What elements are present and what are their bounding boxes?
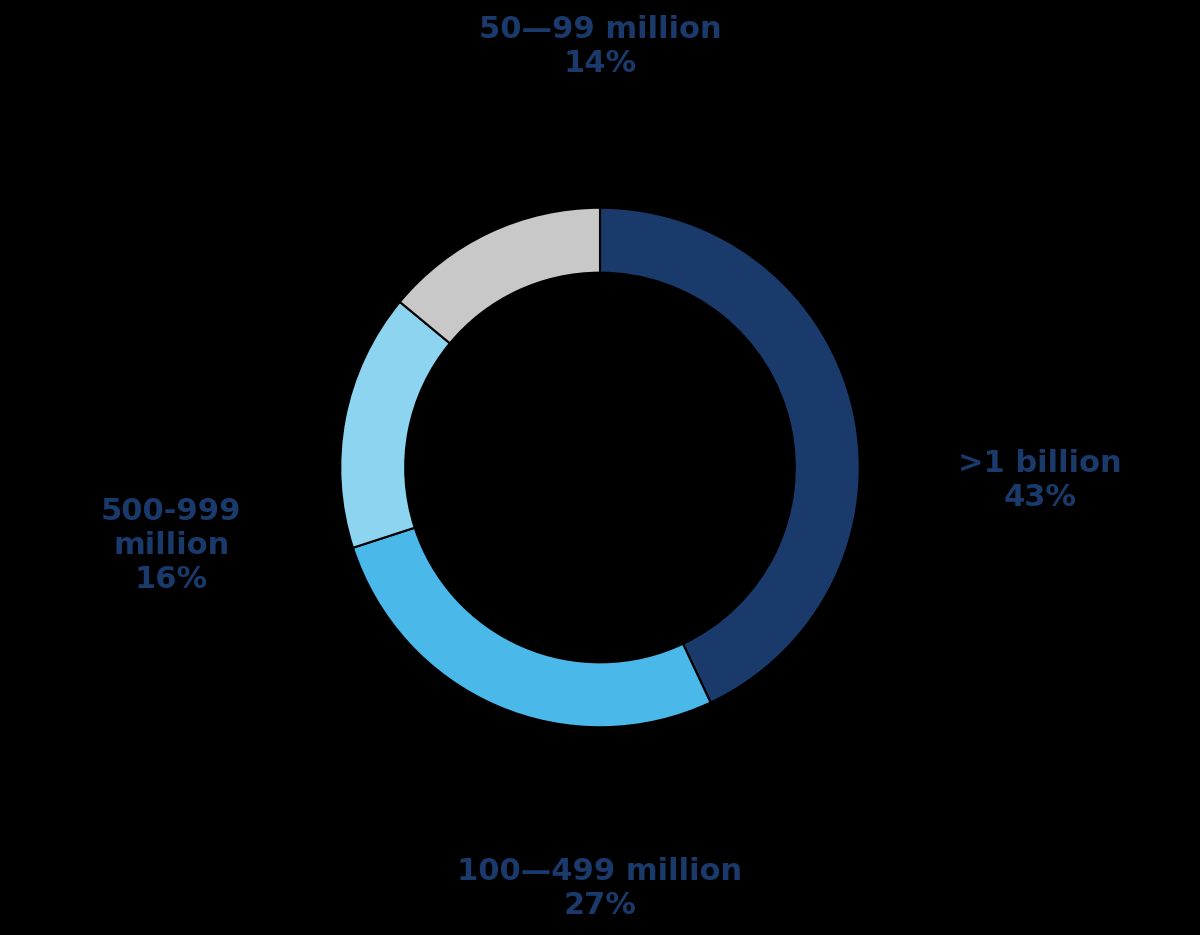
Wedge shape bbox=[400, 208, 600, 343]
Text: 100—499 million
27%: 100—499 million 27% bbox=[457, 857, 743, 920]
Text: >1 billion
43%: >1 billion 43% bbox=[959, 449, 1122, 511]
Text: 500-999
million
16%: 500-999 million 16% bbox=[101, 497, 241, 594]
Wedge shape bbox=[341, 302, 450, 548]
Text: 50—99 million
14%: 50—99 million 14% bbox=[479, 15, 721, 78]
Wedge shape bbox=[353, 527, 710, 727]
Wedge shape bbox=[600, 208, 859, 702]
